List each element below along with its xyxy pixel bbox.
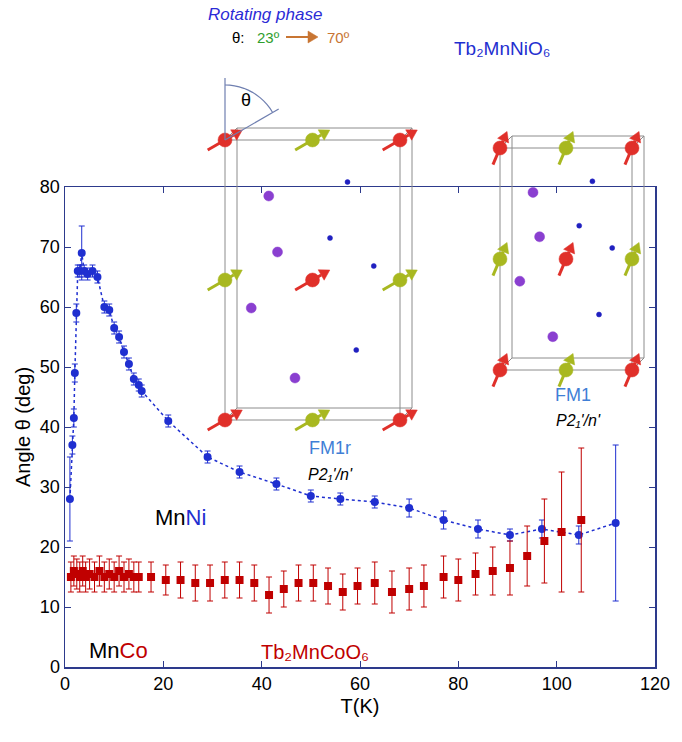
svg-text:θ:: θ:	[232, 29, 245, 46]
svg-text:100: 100	[542, 674, 572, 694]
svg-text:60: 60	[40, 297, 60, 317]
svg-text:Tb₂MnNiO₆: Tb₂MnNiO₆	[454, 38, 550, 59]
svg-text:23º: 23º	[257, 29, 280, 46]
svg-text:80: 80	[40, 177, 60, 197]
svg-text:20: 20	[40, 537, 60, 557]
svg-text:FM1: FM1	[555, 385, 591, 405]
svg-text:40: 40	[252, 674, 272, 694]
svg-text:Rotating phase: Rotating phase	[208, 5, 322, 24]
svg-text:10: 10	[40, 597, 60, 617]
svg-text:120: 120	[640, 674, 670, 694]
svg-text:70º: 70º	[327, 29, 350, 46]
svg-text:0: 0	[50, 657, 60, 677]
svg-text:MnCo: MnCo	[89, 638, 148, 663]
svg-text:20: 20	[153, 674, 173, 694]
svg-text:MnNi: MnNi	[155, 505, 206, 530]
svg-text:Angle θ (deg): Angle θ (deg)	[12, 367, 34, 487]
svg-text:50: 50	[40, 357, 60, 377]
svg-text:70: 70	[40, 237, 60, 257]
svg-text:60: 60	[350, 674, 370, 694]
svg-text:P2₁'/n': P2₁'/n'	[308, 466, 353, 483]
svg-text:θ: θ	[241, 90, 251, 110]
svg-text:FM1r: FM1r	[309, 438, 351, 458]
svg-text:T(K): T(K)	[341, 695, 380, 717]
svg-text:30: 30	[40, 477, 60, 497]
svg-text:Tb₂MnCoO₆: Tb₂MnCoO₆	[261, 641, 369, 663]
svg-text:0: 0	[60, 674, 70, 694]
svg-text:40: 40	[40, 417, 60, 437]
svg-text:80: 80	[448, 674, 468, 694]
svg-text:P2₁'/n': P2₁'/n'	[556, 412, 601, 429]
